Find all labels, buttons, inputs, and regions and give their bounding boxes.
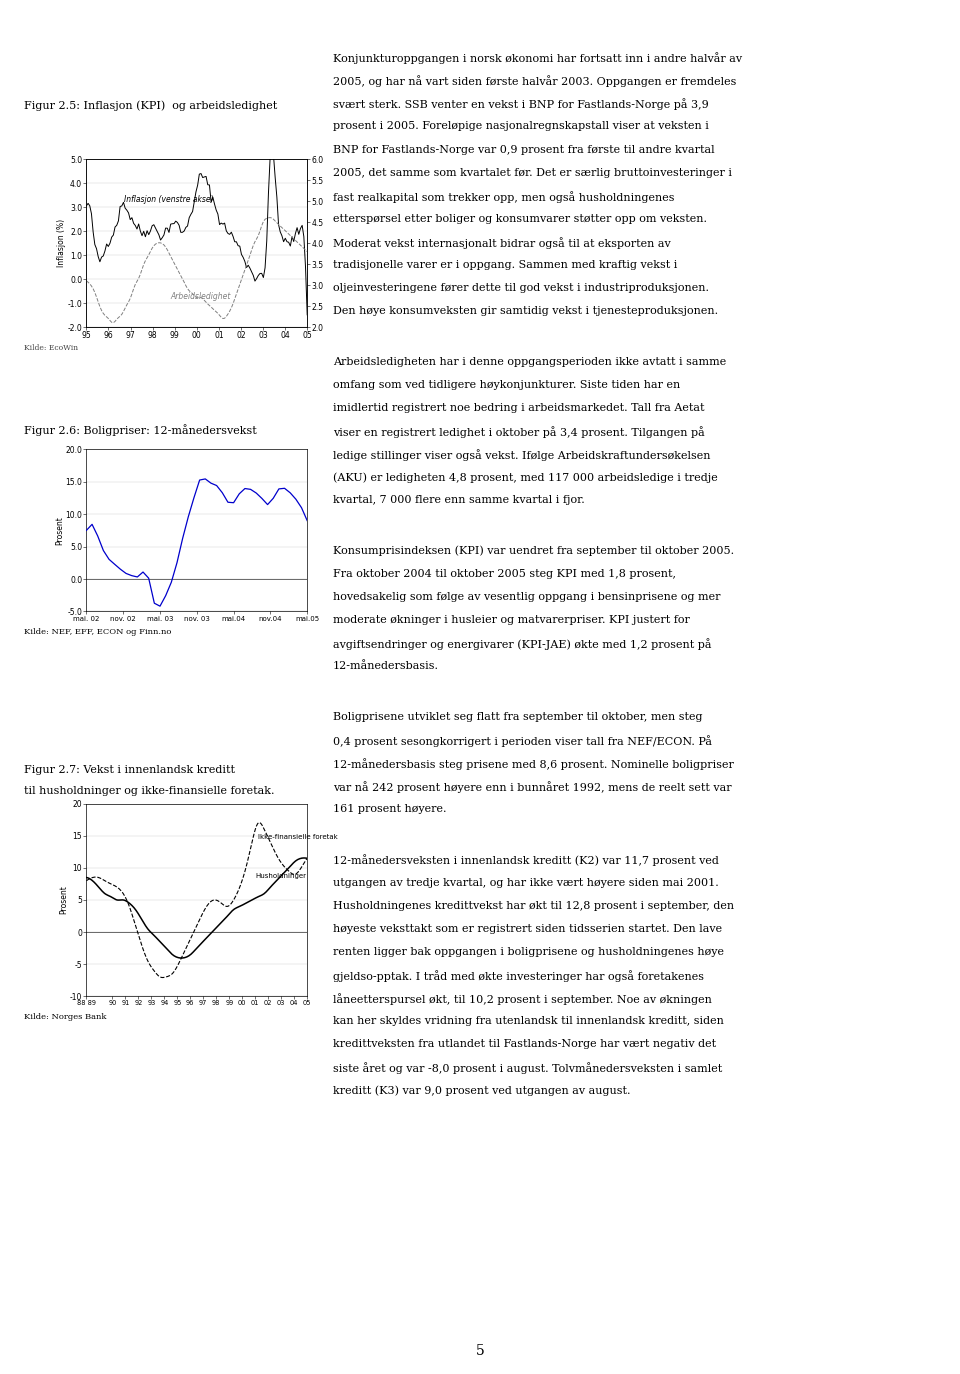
Text: 161 prosent høyere.: 161 prosent høyere.	[333, 804, 446, 813]
Text: Kilde: Norges Bank: Kilde: Norges Bank	[24, 1013, 107, 1021]
Text: kan her skyldes vridning fra utenlandsk til innenlandsk kreditt, siden: kan her skyldes vridning fra utenlandsk …	[333, 1017, 724, 1026]
Text: Figur 2.6: Boligpriser: 12-månedersvekst: Figur 2.6: Boligpriser: 12-månedersvekst	[24, 425, 256, 437]
Text: Arbeidsledigheten har i denne oppgangsperioden ikke avtatt i samme: Arbeidsledigheten har i denne oppgangspe…	[333, 357, 727, 367]
Text: kredittveksten fra utlandet til Fastlands-Norge har vært negativ det: kredittveksten fra utlandet til Fastland…	[333, 1039, 716, 1050]
Text: 0,4 prosent sesongkorrigert i perioden viser tall fra NEF/ECON. På: 0,4 prosent sesongkorrigert i perioden v…	[333, 735, 712, 746]
Text: Konsumprisindeksen (KPI) var uendret fra september til oktober 2005.: Konsumprisindeksen (KPI) var uendret fra…	[333, 545, 734, 556]
Text: 2005, og har nå vart siden første halvår 2003. Oppgangen er fremdeles: 2005, og har nå vart siden første halvår…	[333, 76, 736, 87]
Text: gjeldso‑pptak. I tråd med økte investeringer har også foretakenes: gjeldso‑pptak. I tråd med økte investeri…	[333, 970, 704, 982]
Text: viser en registrert ledighet i oktober på 3,4 prosent. Tilgangen på: viser en registrert ledighet i oktober p…	[333, 426, 705, 438]
Text: svært sterk. SSB venter en vekst i BNP for Fastlands-Norge på 3,9: svært sterk. SSB venter en vekst i BNP f…	[333, 99, 708, 110]
Text: siste året og var -8,0 prosent i august. Tolvmånedersveksten i samlet: siste året og var -8,0 prosent i august.…	[333, 1062, 722, 1074]
Text: 5: 5	[475, 1344, 485, 1358]
Text: tradisjonelle varer er i oppgang. Sammen med kraftig vekst i: tradisjonelle varer er i oppgang. Sammen…	[333, 260, 678, 269]
Text: kvartal, 7 000 flere enn samme kvartal i fjor.: kvartal, 7 000 flere enn samme kvartal i…	[333, 495, 585, 506]
Text: hovedsakelig som følge av vesentlig oppgang i bensinprisene og mer: hovedsakelig som følge av vesentlig oppg…	[333, 592, 721, 602]
Text: oljeinvesteringene fører dette til god vekst i industriproduksjonen.: oljeinvesteringene fører dette til god v…	[333, 283, 709, 293]
Text: Moderat vekst internasjonalt bidrar også til at eksporten av: Moderat vekst internasjonalt bidrar også…	[333, 236, 671, 249]
Y-axis label: Prosent: Prosent	[60, 885, 68, 915]
Y-axis label: Inflasjon (%): Inflasjon (%)	[57, 218, 66, 268]
Text: Inflasjon (venstre akse): Inflasjon (venstre akse)	[124, 195, 213, 205]
Text: moderate økninger i husleier og matvarerpriser. KPI justert for: moderate økninger i husleier og matvarer…	[333, 616, 690, 625]
Text: høyeste veksttakt som er registrert siden tidsserien startet. Den lave: høyeste veksttakt som er registrert side…	[333, 923, 722, 934]
Text: Konjunkturoppgangen i norsk økonomi har fortsatt inn i andre halvår av: Konjunkturoppgangen i norsk økonomi har …	[333, 52, 742, 65]
Text: Kilde: EcoWin: Kilde: EcoWin	[24, 344, 78, 352]
Text: avgiftsendringer og energivarer (KPI-JAE) økte med 1,2 prosent på: avgiftsendringer og energivarer (KPI-JAE…	[333, 638, 711, 650]
Text: Boligprisene utviklet seg flatt fra september til oktober, men steg: Boligprisene utviklet seg flatt fra sept…	[333, 712, 703, 721]
Y-axis label: Prosent: Prosent	[55, 515, 64, 545]
Text: (AKU) er ledigheten 4,8 prosent, med 117 000 arbeidsledige i tredje: (AKU) er ledigheten 4,8 prosent, med 117…	[333, 473, 718, 482]
Text: prosent i 2005. Foreløpige nasjonalregnskapstall viser at veksten i: prosent i 2005. Foreløpige nasjonalregns…	[333, 121, 709, 132]
Text: fast realkapital som trekker opp, men også husholdningenes: fast realkapital som trekker opp, men og…	[333, 191, 675, 202]
Text: 2005, det samme som kvartalet før. Det er særlig bruttoinvesteringer i: 2005, det samme som kvartalet før. Det e…	[333, 168, 732, 177]
Text: Figur 2.7: Vekst i innenlandsk kreditt: Figur 2.7: Vekst i innenlandsk kreditt	[24, 765, 235, 775]
Text: Fra oktober 2004 til oktober 2005 steg KPI med 1,8 prosent,: Fra oktober 2004 til oktober 2005 steg K…	[333, 569, 676, 578]
Text: Arbeidsledighet: Arbeidsledighet	[170, 293, 230, 301]
Text: imidlertid registrert noe bedring i arbeidsmarkedet. Tall fra Aetat: imidlertid registrert noe bedring i arbe…	[333, 403, 705, 412]
Text: låneetterspursel økt, til 10,2 prosent i september. Noe av økningen: låneetterspursel økt, til 10,2 prosent i…	[333, 993, 712, 1004]
Text: Husholdninger: Husholdninger	[255, 872, 306, 878]
Text: Kilde: NEF, EFF, ECON og Finn.no: Kilde: NEF, EFF, ECON og Finn.no	[24, 628, 172, 636]
Text: til husholdninger og ikke-finansielle foretak.: til husholdninger og ikke-finansielle fo…	[24, 786, 275, 796]
Text: var nå 242 prosent høyere enn i bunnåret 1992, mens de reelt sett var: var nå 242 prosent høyere enn i bunnåret…	[333, 780, 732, 793]
Text: Den høye konsumveksten gir samtidig vekst i tjenesteproduksjonen.: Den høye konsumveksten gir samtidig veks…	[333, 306, 718, 316]
Text: ledige stillinger viser også vekst. Ifølge Arbeidskraftundersøkelsen: ledige stillinger viser også vekst. Iføl…	[333, 449, 710, 460]
Text: kreditt (K3) var 9,0 prosent ved utgangen av august.: kreditt (K3) var 9,0 prosent ved utgange…	[333, 1085, 631, 1096]
Text: Husholdningenes kredittvekst har økt til 12,8 prosent i september, den: Husholdningenes kredittvekst har økt til…	[333, 901, 734, 911]
Text: omfang som ved tidligere høykonjunkturer. Siste tiden har en: omfang som ved tidligere høykonjunkturer…	[333, 379, 681, 390]
Text: utgangen av tredje kvartal, og har ikke vært høyere siden mai 2001.: utgangen av tredje kvartal, og har ikke …	[333, 878, 719, 888]
Text: Figur 2.5: Inflasjon (KPI)  og arbeidsledighet: Figur 2.5: Inflasjon (KPI) og arbeidsled…	[24, 100, 277, 111]
Text: 12-månedersbasis steg prisene med 8,6 prosent. Nominelle boligpriser: 12-månedersbasis steg prisene med 8,6 pr…	[333, 758, 734, 769]
Text: 12-månedersveksten i innenlandsk kreditt (K2) var 11,7 prosent ved: 12-månedersveksten i innenlandsk kreditt…	[333, 855, 719, 867]
Text: etterspørsel etter boliger og konsumvarer støtter opp om veksten.: etterspørsel etter boliger og konsumvare…	[333, 214, 708, 224]
Text: 12-månedersbasis.: 12-månedersbasis.	[333, 661, 439, 671]
Text: renten ligger bak oppgangen i boligprisene og husholdningenes høye: renten ligger bak oppgangen i boligprise…	[333, 947, 724, 956]
Text: Ikke-finansielle foretak: Ikke-finansielle foretak	[258, 834, 338, 840]
Text: BNP for Fastlands-Norge var 0,9 prosent fra første til andre kvartal: BNP for Fastlands-Norge var 0,9 prosent …	[333, 144, 715, 154]
